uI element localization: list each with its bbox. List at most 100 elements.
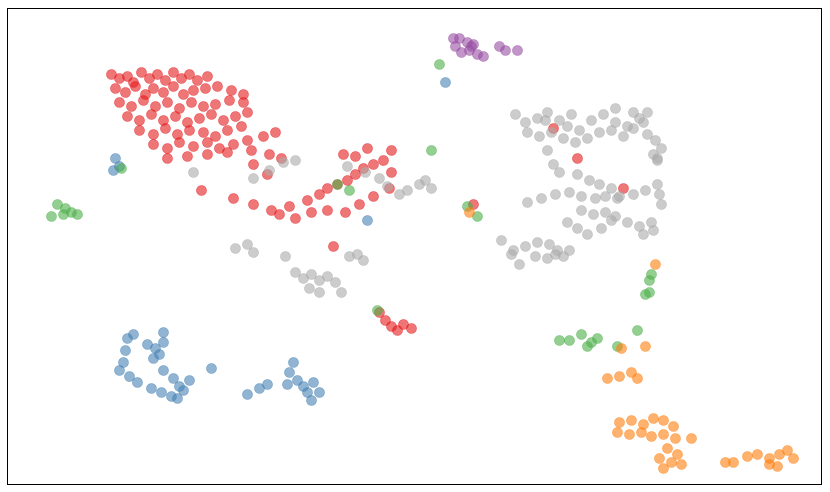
data-point <box>114 365 125 376</box>
data-point <box>584 175 595 186</box>
data-point <box>640 341 651 352</box>
data-point <box>340 207 351 218</box>
data-point <box>600 207 611 218</box>
data-point <box>676 459 687 470</box>
data-point <box>650 135 661 146</box>
data-point <box>534 131 545 142</box>
data-point <box>198 127 209 138</box>
data-point <box>270 127 281 138</box>
data-point <box>72 209 83 220</box>
data-point <box>640 289 651 300</box>
data-point <box>632 325 643 336</box>
data-point <box>210 99 221 110</box>
data-point <box>342 175 353 186</box>
data-point <box>196 185 207 196</box>
data-point <box>658 415 669 426</box>
data-point <box>592 333 603 344</box>
data-point <box>582 341 593 352</box>
data-point <box>278 157 289 168</box>
data-point <box>622 217 633 228</box>
series-0 <box>106 67 629 336</box>
series-1 <box>188 103 667 298</box>
data-point <box>658 429 669 440</box>
data-point <box>668 421 679 432</box>
data-point <box>464 207 475 218</box>
data-point <box>628 189 639 200</box>
data-point <box>550 249 561 260</box>
data-point <box>134 125 145 136</box>
data-point <box>558 133 569 144</box>
data-point <box>350 169 361 180</box>
data-point <box>168 373 179 384</box>
data-point <box>646 269 657 280</box>
data-point <box>146 109 157 120</box>
data-point <box>374 173 385 184</box>
data-point <box>184 125 195 136</box>
data-point <box>338 149 349 160</box>
data-point <box>368 191 379 202</box>
data-point <box>246 145 257 156</box>
data-point <box>284 367 295 378</box>
data-point <box>426 145 437 156</box>
data-point <box>148 83 159 94</box>
data-point <box>322 205 333 216</box>
data-point <box>362 143 373 154</box>
data-point <box>306 207 317 218</box>
data-point <box>466 41 477 52</box>
data-point <box>686 433 697 444</box>
data-point <box>322 271 333 282</box>
data-point <box>248 199 259 210</box>
data-point <box>612 427 623 438</box>
data-point <box>536 193 547 204</box>
data-point <box>342 161 353 172</box>
data-point <box>764 459 775 470</box>
data-point <box>248 159 259 170</box>
data-point <box>280 251 291 262</box>
data-point <box>236 121 247 132</box>
data-point <box>302 195 313 206</box>
data-point <box>638 117 649 128</box>
series-5 <box>448 33 523 62</box>
data-point <box>662 443 673 454</box>
data-point <box>510 109 521 120</box>
data-point <box>426 183 437 194</box>
data-point <box>642 129 653 140</box>
data-point <box>666 457 677 468</box>
data-point <box>182 151 193 162</box>
data-point <box>566 109 577 120</box>
data-point <box>148 139 159 150</box>
data-point <box>218 115 229 126</box>
data-point <box>158 337 169 348</box>
data-point <box>602 373 613 384</box>
data-point <box>564 245 575 256</box>
data-point <box>478 51 489 62</box>
data-point <box>606 183 617 194</box>
data-point <box>248 173 259 184</box>
data-point <box>590 193 601 204</box>
data-point <box>586 115 597 126</box>
data-point <box>606 125 617 136</box>
data-point <box>624 429 635 440</box>
data-point <box>434 59 445 70</box>
data-point <box>672 449 683 460</box>
data-point <box>264 165 275 176</box>
data-point <box>554 335 565 346</box>
data-point <box>562 217 573 228</box>
data-point <box>192 75 203 86</box>
plot-frame <box>7 8 822 485</box>
data-point <box>496 235 507 246</box>
data-point <box>576 205 587 216</box>
data-point <box>188 85 199 96</box>
data-point <box>574 125 585 136</box>
data-point <box>628 107 639 118</box>
data-point <box>114 97 125 108</box>
data-point <box>290 267 301 278</box>
data-point <box>640 185 651 196</box>
data-point <box>284 201 295 212</box>
data-point <box>654 453 665 464</box>
data-point <box>382 181 393 192</box>
data-point <box>242 389 253 400</box>
data-point <box>132 377 143 388</box>
data-point <box>194 113 205 124</box>
